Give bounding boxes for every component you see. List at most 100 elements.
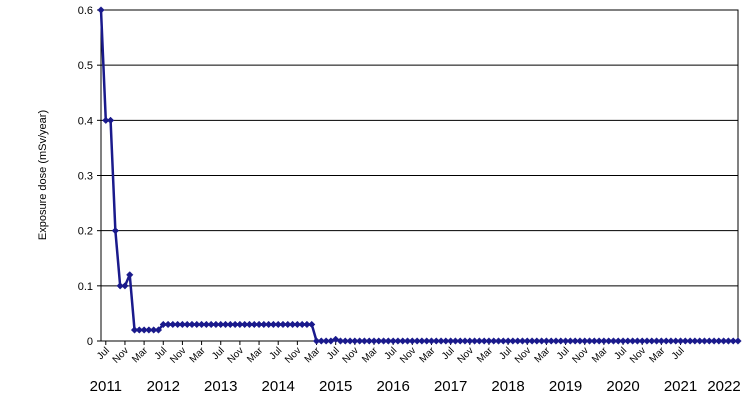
data-point-marker [183,320,191,329]
x-month-label: Nov [513,345,533,365]
data-point-marker [557,337,565,345]
x-year-label: 2012 [147,378,180,395]
data-point-marker [135,326,143,334]
x-month-label: Jul [555,345,572,362]
data-point-marker [437,337,445,345]
data-point-marker [542,337,551,345]
data-point-marker [432,337,440,345]
data-point-marker [672,337,680,345]
x-month-label: Nov [570,345,590,365]
x-year-label: 2011 [90,378,122,395]
data-point-marker [274,320,282,329]
x-month-label: Mar [475,345,495,365]
data-point-marker [293,320,302,329]
x-month-label: Jul [612,345,629,362]
data-point-marker [178,320,187,329]
y-tick-label: 0.4 [78,115,93,127]
x-month-label: Nov [226,345,246,365]
x-month-label: Nov [168,345,188,365]
data-point-marker [269,320,278,329]
data-point-marker [121,282,129,290]
data-point-marker [514,337,522,345]
x-month-label: Jul [95,345,112,362]
data-point-marker [576,337,584,345]
data-point-marker [159,320,167,329]
y-tick-label: 0.3 [78,171,93,183]
data-point-marker [365,337,373,345]
data-point-marker [456,337,464,345]
data-point-marker [399,337,407,345]
data-point-marker [308,320,316,329]
data-point-marker [446,337,455,345]
data-point-marker [523,337,531,345]
data-point-marker [490,337,498,345]
x-month-label: Mar [648,345,668,365]
data-point-marker [169,320,177,329]
data-point-marker [188,320,196,329]
data-point-marker [724,337,733,345]
x-month-label: Nov [456,345,476,365]
x-month-label: Mar [533,345,553,365]
data-point-marker [322,337,330,345]
data-point-marker [351,337,359,345]
x-year-label: 2016 [376,378,409,395]
data-point-marker [298,320,306,329]
data-point-marker [173,320,182,329]
data-point-marker [226,320,234,329]
data-point-marker [102,116,110,124]
x-month-label: Mar [418,345,438,365]
data-point-marker [145,326,153,334]
x-month-label: Jul [497,345,514,362]
data-point-marker [729,337,737,345]
x-month-label: Mar [245,345,265,365]
x-month-label: Mar [590,345,610,365]
data-point-marker [595,337,603,345]
data-point-marker [509,337,517,345]
y-tick-label: 0.6 [78,5,93,17]
data-point-marker [370,337,378,345]
data-point-marker [442,337,450,345]
data-point-marker [528,337,536,345]
data-point-marker [696,337,704,345]
data-point-marker [662,337,670,345]
data-point-marker [264,320,273,329]
x-month-label: Mar [303,345,323,365]
data-point-marker [140,326,148,334]
data-point-marker [150,326,158,334]
x-year-label: 2014 [262,378,295,395]
x-year-label: 2022 [707,378,740,395]
data-point-marker [260,320,268,329]
data-point-marker [494,337,503,345]
data-point-marker [643,337,651,345]
x-month-label: Jul [210,345,227,362]
data-point-marker [164,320,172,329]
data-point-marker [710,337,718,345]
data-point-marker [466,337,474,345]
data-point-marker [245,320,254,329]
data-point-marker [605,337,613,345]
data-point-marker [571,337,579,345]
data-point-marker [375,337,383,345]
data-point-marker [346,337,354,345]
data-point-marker [638,337,646,345]
data-point-marker [566,337,575,345]
y-tick-label: 0 [87,336,93,348]
x-month-label: Nov [628,345,648,365]
data-point-marker [667,337,675,345]
data-point-marker [394,337,402,345]
data-point-marker [317,337,325,345]
data-point-marker [499,337,507,345]
data-point-marker [590,337,598,345]
data-point-marker [130,326,139,334]
data-point-marker [97,6,105,14]
data-point-marker [461,337,469,345]
data-point-marker [624,337,632,345]
data-point-marker [423,337,431,345]
data-point-marker [403,337,412,345]
data-point-marker [379,337,388,345]
data-point-marker [533,337,541,345]
x-month-label: Jul [153,345,170,362]
x-year-label: 2017 [434,378,467,395]
